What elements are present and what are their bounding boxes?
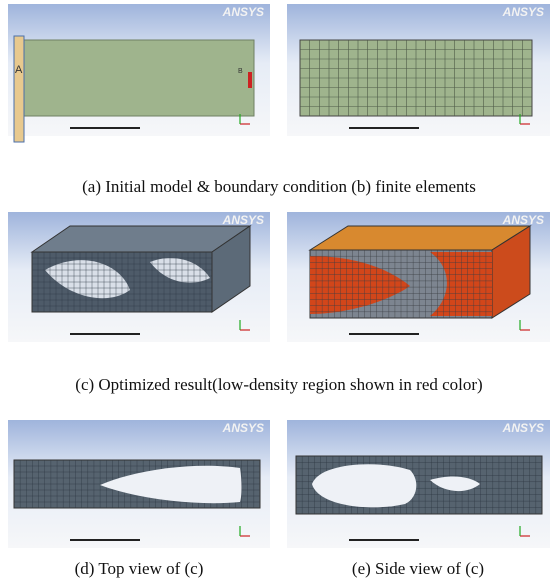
figure: A B ANSYS ANSYS ANSYS ANSYS ANSYS ANSYS … (0, 0, 558, 584)
page: A B ANSYS ANSYS ANSYS ANSYS ANSYS ANSYS … (0, 0, 558, 584)
logo: ANSYS (222, 5, 264, 19)
fixed-support (14, 36, 24, 142)
logo: ANSYS (222, 421, 264, 435)
force (248, 72, 252, 88)
marker: B (238, 68, 243, 75)
marker: A (15, 64, 23, 76)
logo: ANSYS (502, 421, 544, 435)
caption: (a) Initial model & boundary condition (… (82, 177, 476, 196)
logo: ANSYS (222, 213, 264, 227)
caption: (d) Top view of (c) (75, 559, 204, 578)
caption: (e) Side view of (c) (352, 559, 484, 578)
logo: ANSYS (502, 5, 544, 19)
caption: (c) Optimized result(low-density region … (75, 375, 482, 394)
logo: ANSYS (502, 213, 544, 227)
model-body (22, 40, 254, 116)
